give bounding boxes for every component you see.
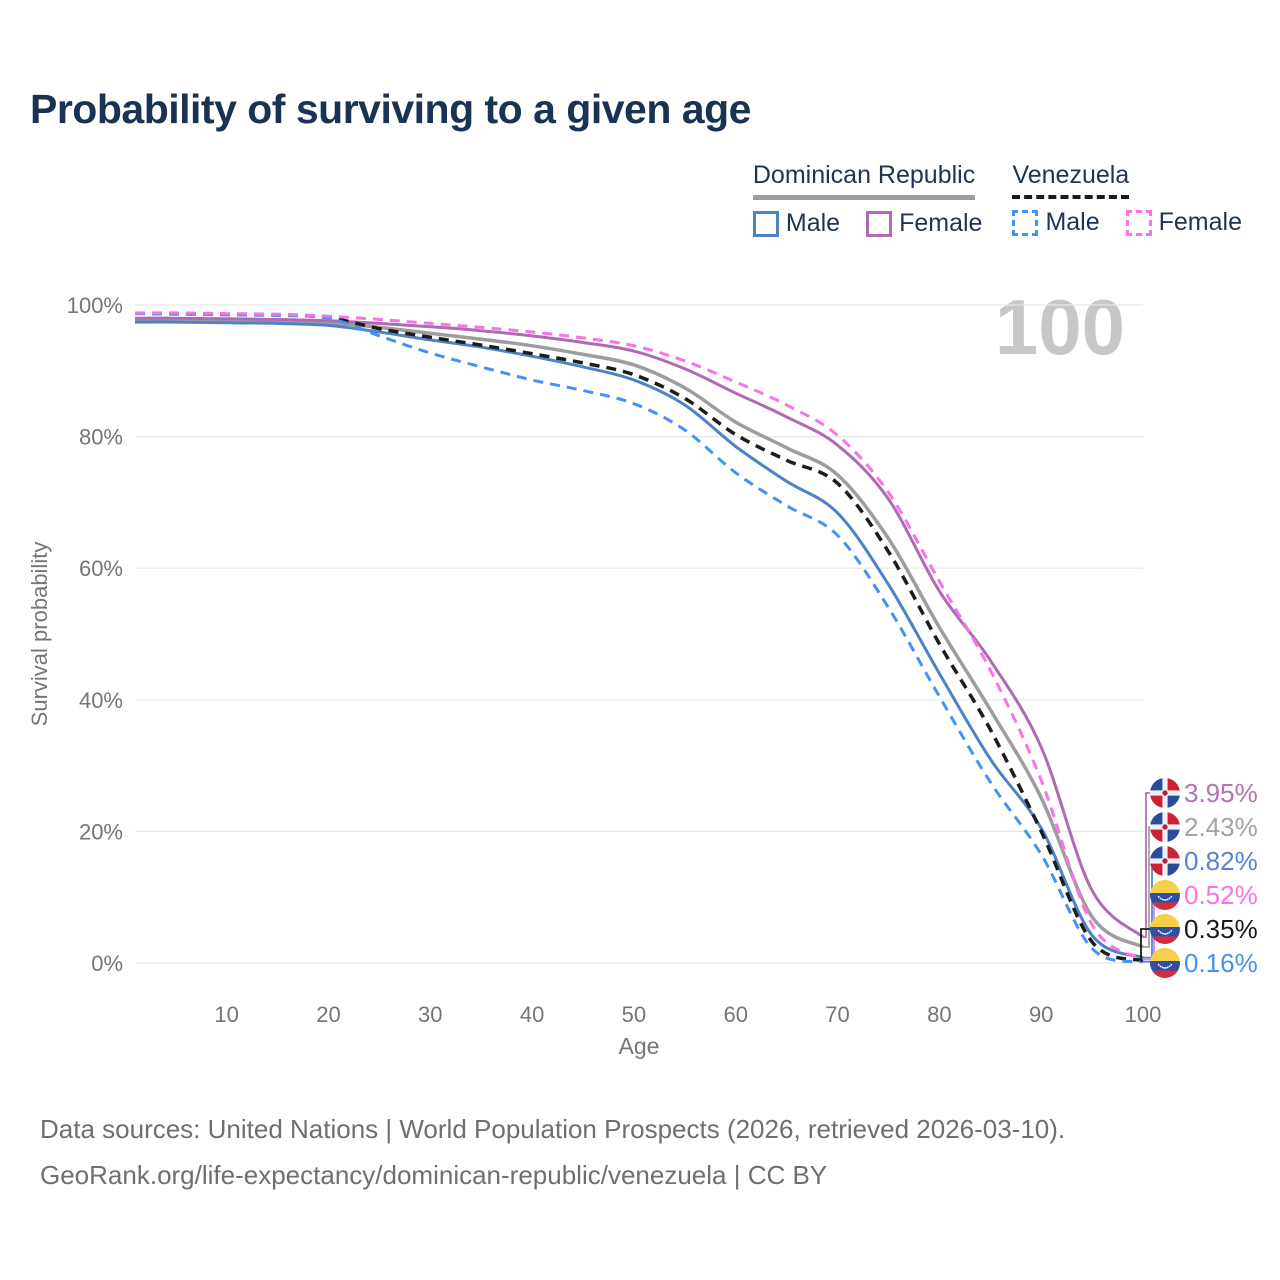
y-tick-label: 80% [79, 425, 123, 450]
x-tick-label: 10 [214, 1002, 238, 1027]
flag-icon-venezuela [1150, 914, 1180, 944]
curve-ve-both[interactable] [134, 311, 1144, 963]
venezuela-male-swatch-icon [1012, 209, 1039, 236]
legend-item-label: Male [1045, 208, 1100, 236]
curve-dr-male[interactable] [134, 320, 1144, 960]
end-value-label: 2.43% [1184, 812, 1258, 842]
end-value-label: 3.95% [1184, 778, 1258, 808]
legend-country-dominican-republic[interactable]: Dominican Republic [752, 161, 976, 200]
x-tick-label: 100 [1125, 1002, 1162, 1027]
x-tick-label: 90 [1029, 1002, 1053, 1027]
legend-item-label: Female [1158, 208, 1242, 236]
age-watermark: 100 [994, 283, 1125, 371]
venezuela-female-swatch-icon [1125, 209, 1152, 236]
curve-dr-both[interactable] [134, 318, 1144, 949]
x-tick-label: 20 [316, 1002, 340, 1027]
legend-item-dominican-republic-male[interactable]: Male [752, 209, 841, 238]
flag-icon-dominican-republic [1150, 778, 1180, 808]
legend-item-label: Male [785, 209, 841, 237]
end-label-leader [1143, 826, 1150, 948]
curve-dr-female[interactable] [134, 316, 1145, 939]
legend-item-venezuela-female[interactable]: Female [1125, 208, 1242, 237]
dominican-republic-female-swatch-icon [866, 210, 893, 237]
dominican-republic-male-swatch-icon [752, 210, 779, 237]
x-tick-label: 40 [520, 1002, 544, 1027]
end-value-label: 0.52% [1184, 880, 1258, 910]
end-value-label: 0.16% [1184, 948, 1258, 978]
legend-items-venezuela: Male Female [1012, 208, 1242, 237]
x-tick-label: 80 [927, 1002, 951, 1027]
legend-group-venezuela: Venezuela Male Female [1012, 161, 1242, 238]
legend-item-venezuela-male[interactable]: Male [1012, 208, 1100, 237]
flag-icon-dominican-republic [1150, 812, 1180, 842]
y-tick-label: 60% [79, 556, 123, 581]
end-value-label: 0.35% [1184, 914, 1258, 944]
y-tick-label: 40% [79, 688, 123, 713]
y-axis-title: Survival probability [27, 542, 52, 727]
curve-ve-male[interactable] [134, 312, 1144, 964]
x-axis-title: Age [619, 1033, 660, 1059]
legend-group-dominican-republic: Dominican Republic Male Female [752, 161, 982, 238]
x-tick-label: 70 [825, 1002, 849, 1027]
end-label-leader [1140, 928, 1150, 962]
flag-icon-dominican-republic [1150, 846, 1180, 876]
legend-items-dominican-republic: Male Female [752, 209, 982, 238]
legend-item-dominican-republic-female[interactable]: Female [866, 209, 982, 238]
x-tick-label: 60 [723, 1002, 747, 1027]
footer: Data sources: United Nations | World Pop… [40, 1106, 1065, 1198]
end-label-leader [1143, 860, 1153, 959]
y-tick-label: 20% [79, 819, 123, 844]
attribution-line: GeoRank.org/life-expectancy/dominican-re… [40, 1160, 828, 1190]
flag-icon-venezuela [1150, 880, 1180, 910]
x-tick-label: 30 [418, 1002, 442, 1027]
legend-item-label: Female [899, 209, 983, 237]
legend-country-venezuela[interactable]: Venezuela [1012, 161, 1130, 199]
data-sources-line: Data sources: United Nations | World Pop… [40, 1114, 1066, 1144]
end-value-label: 0.82% [1184, 846, 1258, 876]
end-label-leader [1143, 792, 1150, 938]
y-tick-label: 100% [67, 293, 123, 318]
curve-ve-female[interactable] [134, 311, 1144, 961]
legend: Dominican Republic Male Female Venezuela… [752, 161, 1242, 238]
x-tick-label: 50 [622, 1002, 646, 1027]
flag-icon-venezuela [1150, 948, 1180, 978]
y-tick-label: 0% [91, 951, 123, 976]
page-title: Probability of surviving to a given age [30, 86, 751, 132]
